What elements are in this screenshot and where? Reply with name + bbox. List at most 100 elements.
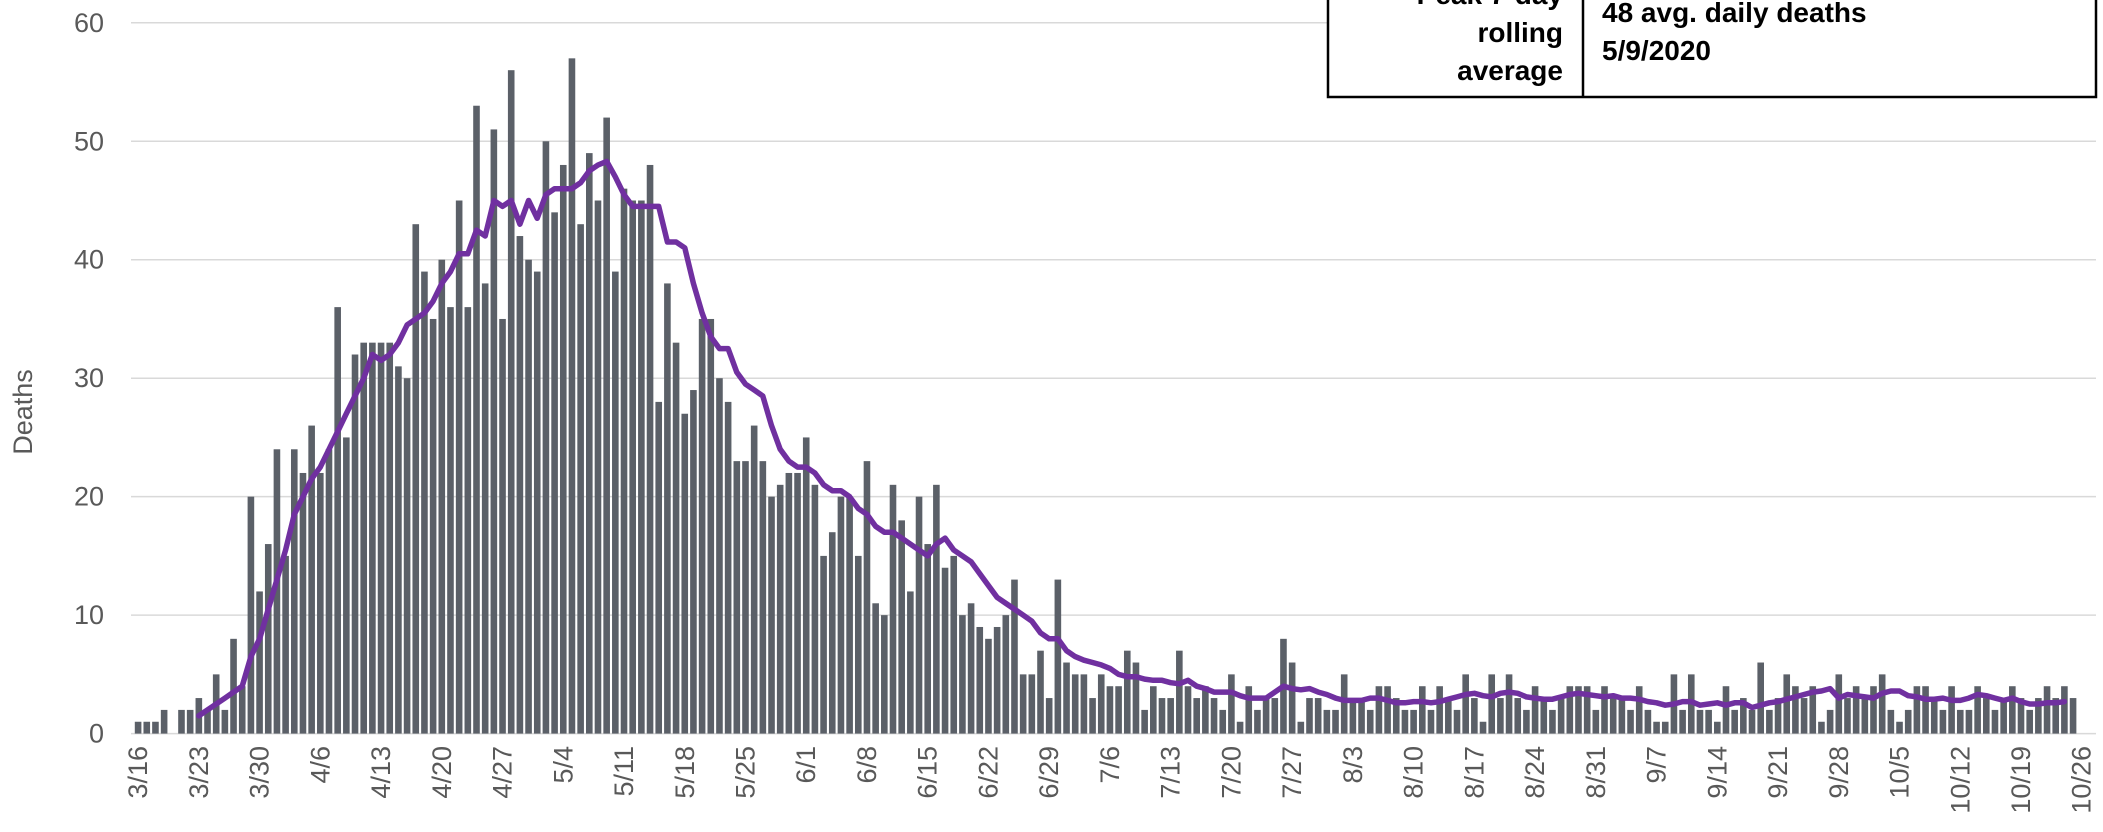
bar xyxy=(2035,698,2042,734)
bar xyxy=(1089,698,1096,734)
bar xyxy=(889,484,897,734)
bar xyxy=(1141,709,1148,734)
bar xyxy=(967,603,975,734)
bar xyxy=(1583,686,1591,734)
bar xyxy=(2009,686,2016,734)
x-tick-label: 6/15 xyxy=(913,746,943,799)
x-tick-label: 9/14 xyxy=(1702,746,1732,799)
bar xyxy=(1158,698,1166,734)
bar xyxy=(1349,698,1357,734)
bar xyxy=(1635,686,1643,734)
bar xyxy=(2052,698,2060,734)
bar xyxy=(421,271,428,734)
bar xyxy=(2061,686,2068,734)
bar xyxy=(1392,698,1400,734)
x-tick-label: 6/29 xyxy=(1034,746,1064,799)
bar xyxy=(1722,686,1730,734)
bar xyxy=(1011,579,1018,734)
plot-area: 0 10 20 30 40 50 60 3/16 3/23 3/30 4/6 4/13 4/20 4/27… xyxy=(74,8,2097,814)
bar xyxy=(1054,579,1062,734)
bar xyxy=(1774,698,1782,734)
y-axis-label: Deaths xyxy=(8,369,38,455)
bar xyxy=(1002,615,1010,734)
bar xyxy=(317,472,324,734)
bar xyxy=(559,164,567,734)
bar xyxy=(1514,698,1522,734)
bar xyxy=(1740,698,1747,734)
x-tick-label: 6/22 xyxy=(973,746,1003,799)
bar xyxy=(603,117,610,734)
bar xyxy=(1262,698,1270,734)
bar xyxy=(672,342,680,734)
bar xyxy=(1115,686,1122,734)
y-tick-label: 0 xyxy=(89,719,104,749)
bar xyxy=(664,283,671,734)
bar xyxy=(1661,721,1669,734)
bar xyxy=(204,709,211,734)
bar xyxy=(785,472,793,734)
bar xyxy=(985,638,992,734)
bar xyxy=(759,461,767,734)
bar xyxy=(178,709,185,734)
bar xyxy=(638,200,645,734)
bar xyxy=(594,200,602,734)
bar xyxy=(1028,674,1036,734)
bar xyxy=(308,425,315,734)
bar xyxy=(516,236,524,734)
bar xyxy=(1809,686,1817,734)
bar xyxy=(1245,686,1253,734)
bar xyxy=(1948,686,1955,734)
bar xyxy=(1401,709,1409,734)
bar xyxy=(429,318,437,734)
x-tick-label: 4/6 xyxy=(305,746,335,784)
bar xyxy=(1297,721,1305,734)
bar xyxy=(533,271,541,734)
bar xyxy=(1974,686,1981,734)
bar xyxy=(1418,686,1426,734)
bar xyxy=(802,437,810,734)
bar xyxy=(1887,709,1895,734)
bar xyxy=(1844,698,1851,734)
bar xyxy=(1922,686,1929,734)
bar xyxy=(1210,698,1218,734)
bar xyxy=(863,461,871,734)
bar xyxy=(1627,709,1634,734)
bar xyxy=(1479,721,1487,734)
bar xyxy=(256,591,263,734)
bar xyxy=(412,224,420,734)
bar xyxy=(629,200,636,734)
bar xyxy=(230,638,237,734)
bar xyxy=(742,461,749,734)
bar xyxy=(1818,721,1825,734)
bar xyxy=(1714,721,1721,734)
bar xyxy=(1904,709,1912,734)
bar xyxy=(438,259,446,734)
bar xyxy=(490,129,498,734)
bar xyxy=(1618,698,1626,734)
bar xyxy=(325,449,333,734)
x-tick-label: 6/1 xyxy=(791,746,821,784)
bar xyxy=(1748,709,1756,734)
bar xyxy=(1236,721,1244,734)
bar xyxy=(586,153,593,734)
bar xyxy=(1436,686,1443,734)
bar xyxy=(377,342,385,734)
bar xyxy=(1878,674,1886,734)
bar xyxy=(1601,686,1608,734)
bar xyxy=(846,496,853,734)
x-tick-label: 8/17 xyxy=(1459,746,1489,799)
bar xyxy=(1150,686,1157,734)
bar xyxy=(1366,709,1374,734)
bar xyxy=(1913,686,1921,734)
bar xyxy=(1323,709,1331,734)
x-tick-label: 5/18 xyxy=(670,746,700,799)
bar xyxy=(976,626,984,734)
bar xyxy=(646,164,654,734)
bar xyxy=(1228,674,1235,734)
bar xyxy=(464,307,472,734)
bar xyxy=(1045,698,1053,734)
bar xyxy=(1063,662,1070,734)
bar xyxy=(1384,686,1391,734)
